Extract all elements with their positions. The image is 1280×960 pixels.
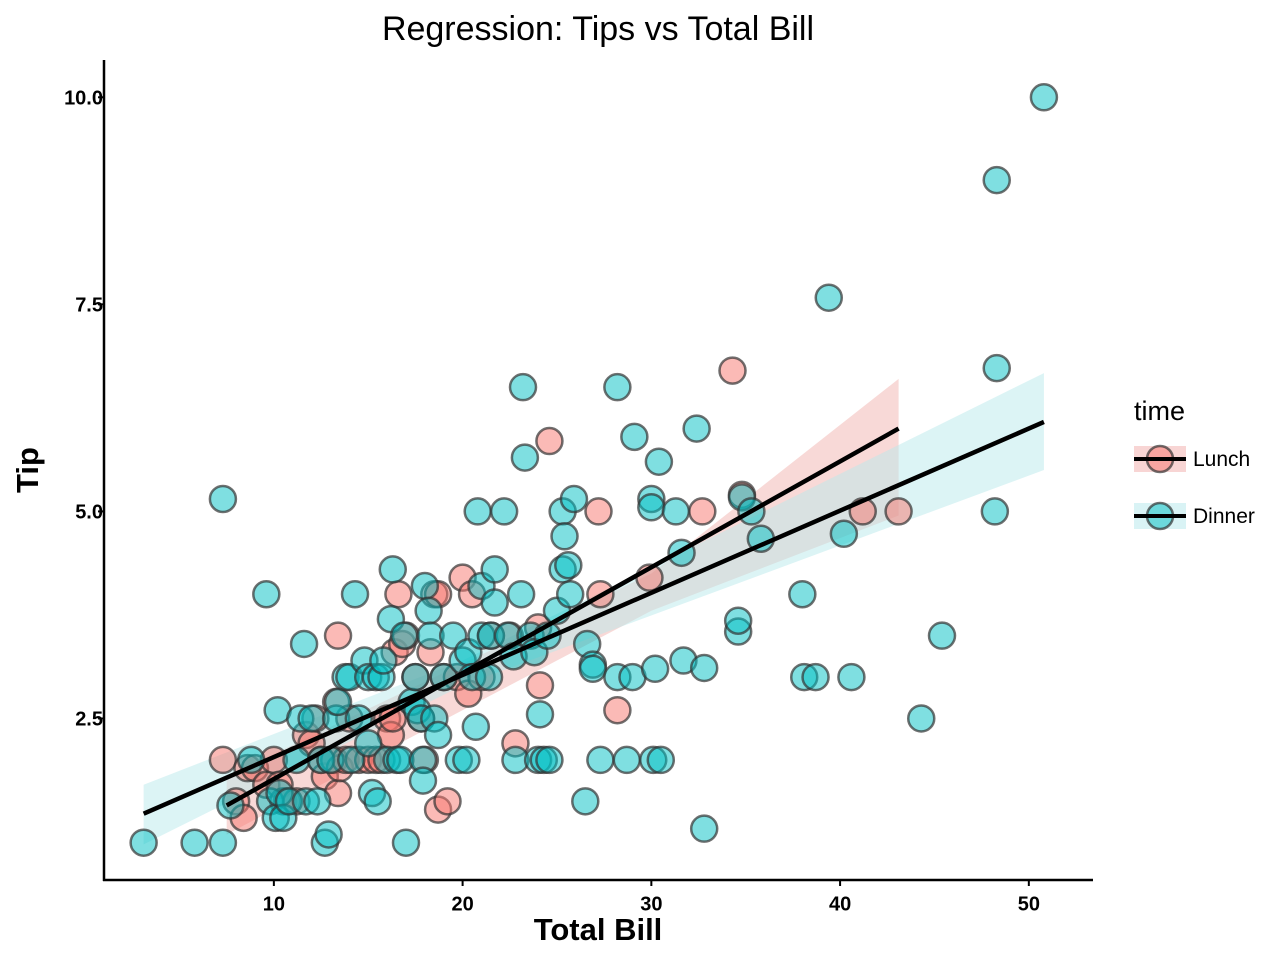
fit-line-dinner (142, 419, 1045, 816)
point-lunch (525, 671, 555, 700)
point-dinner (550, 522, 579, 551)
point-dinner (414, 596, 443, 626)
point-dinner (369, 646, 398, 675)
chart-title: Regression: Tips vs Total Bill (382, 10, 814, 48)
point-dinner (506, 579, 536, 609)
point-dinner (208, 484, 238, 514)
point-dinner (559, 484, 589, 514)
point-dinner (314, 820, 343, 849)
point-dinner (340, 579, 370, 609)
point-lunch (535, 426, 564, 456)
point-dinner (410, 571, 440, 601)
x-tick-label: 40 (829, 894, 851, 916)
point-dinner (480, 588, 509, 617)
point-dinner (788, 579, 817, 609)
point-dinner (578, 654, 608, 684)
point-dinner (906, 704, 936, 733)
point-dinner (555, 579, 585, 609)
point-dinner (682, 414, 711, 443)
x-tick-label: 20 (451, 894, 473, 916)
point-dinner (801, 662, 830, 692)
point-dinner (363, 787, 392, 816)
y-ticks: 2.5 5.0 7.5 10.0 (64, 87, 104, 730)
point-dinner (408, 766, 438, 795)
fit-lines (142, 419, 1045, 816)
point-dinner (389, 621, 419, 650)
legend: time Lunch Dinner (1134, 396, 1255, 531)
point-dinner (640, 654, 670, 684)
x-ticks: 10 20 30 40 50 (263, 880, 1040, 916)
x-tick-label: 50 (1018, 894, 1040, 916)
point-dinner (289, 629, 319, 659)
point-dinner (723, 606, 753, 635)
point-dinner (982, 165, 1011, 195)
point-dinner (1029, 83, 1059, 112)
point-dinner (391, 828, 421, 857)
point-dinner (489, 497, 519, 526)
point-dinner (252, 579, 281, 609)
point-lunch (208, 745, 238, 775)
legend-item-lunch: Lunch (1134, 444, 1250, 474)
point-dinner (353, 729, 383, 758)
point-dinner (571, 787, 600, 816)
point-dinner (297, 704, 326, 733)
point-lunch (603, 695, 632, 725)
point-dinner (646, 745, 676, 775)
point-dinner (612, 745, 642, 775)
x-axis-title: Total Bill (534, 912, 663, 947)
legend-label-lunch: Lunch (1193, 448, 1250, 471)
point-lunch (584, 497, 613, 526)
point-dinner (480, 555, 509, 584)
point-dinner (603, 372, 632, 402)
point-dinner (554, 551, 583, 580)
point-dinner (829, 519, 859, 549)
point-dinner (525, 700, 555, 729)
legend-label-dinner: Dinner (1193, 505, 1255, 528)
point-lunch (884, 497, 913, 526)
point-dinner (586, 745, 615, 775)
fit-line-lunch (225, 426, 900, 808)
point-dinner (378, 555, 408, 584)
point-dinner (982, 353, 1011, 383)
y-tick-label: 7.5 (75, 294, 103, 316)
x-tick-label: 30 (640, 894, 662, 916)
point-dinner (510, 443, 540, 472)
point-dinner (814, 283, 844, 312)
y-tick-label: 2.5 (75, 708, 103, 730)
point-dinner (644, 447, 674, 476)
point-dinner (620, 422, 649, 452)
legend-title: time (1134, 396, 1185, 426)
point-lunch (323, 621, 353, 650)
point-dinner (180, 828, 209, 857)
y-tick-label: 5.0 (75, 501, 103, 523)
point-dinner (423, 720, 453, 750)
point-dinner (463, 497, 492, 526)
point-lunch (688, 497, 717, 526)
point-lunch (433, 787, 462, 816)
point-dinner (401, 662, 430, 692)
point-dinner (535, 745, 564, 775)
point-dinner (461, 712, 491, 742)
point-dinner (508, 372, 538, 402)
point-dinner (452, 745, 481, 775)
point-dinner (689, 814, 719, 843)
x-tick-label: 10 (263, 894, 285, 916)
y-tick-label: 10.0 (64, 87, 103, 109)
point-dinner (303, 787, 332, 816)
point-dinner (337, 745, 366, 775)
y-axis-title: Tip (10, 447, 45, 493)
point-dinner (129, 828, 158, 857)
point-lunch (384, 579, 413, 609)
point-dinner (927, 621, 957, 650)
point-dinner (837, 662, 866, 692)
legend-item-dinner: Dinner (1134, 501, 1255, 531)
point-dinner (980, 497, 1010, 526)
point-dinner (689, 653, 719, 683)
point-lunch (718, 356, 747, 385)
point-dinner (208, 828, 238, 857)
point-dinner (637, 493, 666, 522)
point-dinner (661, 497, 691, 526)
